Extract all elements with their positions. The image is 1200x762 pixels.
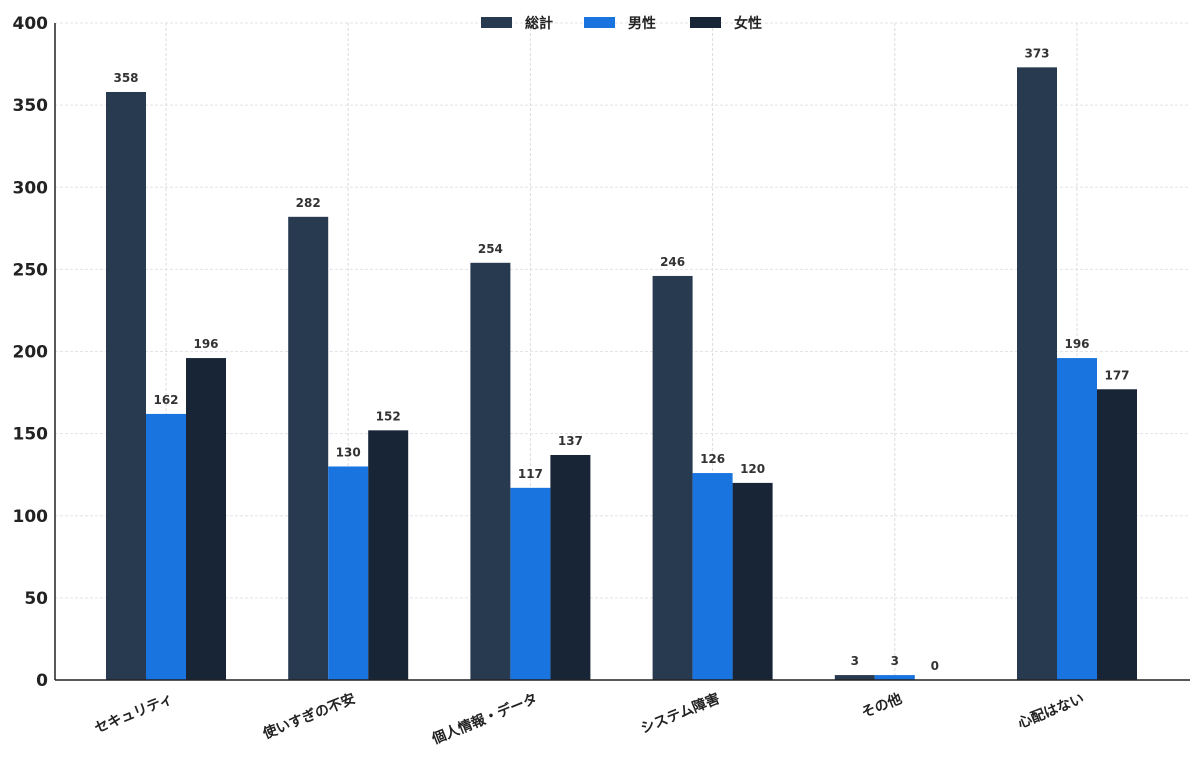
y-tick-label: 350 <box>13 96 49 116</box>
legend-swatch-1 <box>584 17 615 28</box>
legend-swatch-2 <box>690 17 721 28</box>
data-label: 152 <box>376 409 401 423</box>
data-label: 126 <box>700 452 725 466</box>
data-label: 177 <box>1104 368 1129 382</box>
data-label: 162 <box>153 393 178 407</box>
bar-2-5 <box>1097 389 1137 680</box>
x-tick-label: 心配はない <box>1016 691 1087 732</box>
bar-2-2 <box>550 454 591 680</box>
data-label: 3 <box>891 654 899 668</box>
y-tick-label: 250 <box>13 260 49 280</box>
data-label: 282 <box>296 196 321 210</box>
y-tick-label: 400 <box>13 14 49 34</box>
x-tick-label: 使いすぎの不安 <box>260 690 358 743</box>
data-label: 358 <box>113 71 138 85</box>
bar-2-3 <box>732 482 773 680</box>
bar-0-2 <box>470 262 511 680</box>
legend: 総計 男性 女性 <box>481 15 762 32</box>
bars <box>106 67 1137 681</box>
bar-0-5 <box>1017 67 1057 680</box>
data-label: 196 <box>193 337 218 351</box>
legend-swatch-0 <box>481 17 512 28</box>
x-tick-label: セキュリティ <box>92 691 175 737</box>
bar-1-0 <box>146 413 186 680</box>
data-label: 196 <box>1064 337 1089 351</box>
legend-label: 女性 <box>734 15 762 32</box>
bar-1-4 <box>874 675 915 680</box>
data-label: 373 <box>1024 46 1049 60</box>
data-label: 117 <box>518 467 543 481</box>
y-tick-label: 200 <box>13 343 49 363</box>
data-label: 130 <box>336 445 361 459</box>
y-tick-label: 0 <box>36 671 48 691</box>
x-tick-label: 個人情報・データ <box>429 690 540 748</box>
data-label: 137 <box>558 434 583 448</box>
data-label: 120 <box>740 462 765 476</box>
data-labels: 358 162 196 282 130 152 254 117 137 246 126 120 3 3 0 3… <box>113 46 1129 673</box>
bar-1-3 <box>692 473 733 680</box>
bar-0-4 <box>834 675 875 680</box>
data-label: 254 <box>478 242 503 256</box>
bar-0-1 <box>288 216 329 680</box>
y-tick-label: 150 <box>13 425 49 445</box>
y-tick-label: 100 <box>13 507 49 527</box>
bar-1-1 <box>328 466 369 680</box>
data-label: 3 <box>851 654 859 668</box>
legend-label: 男性 <box>628 15 656 32</box>
bar-1-5 <box>1057 358 1097 680</box>
data-label: 246 <box>660 255 685 269</box>
y-tick-label: 50 <box>24 589 48 609</box>
bar-2-0 <box>186 358 226 680</box>
y-tick-label: 300 <box>13 178 49 198</box>
x-tick-label: その他 <box>859 690 904 721</box>
bar-0-3 <box>652 275 693 680</box>
x-tick-label: システム障害 <box>638 690 722 737</box>
bar-0-0 <box>106 91 146 681</box>
bar-2-1 <box>368 430 409 680</box>
legend-label: 総計 <box>525 15 553 32</box>
data-label: 0 <box>931 659 939 673</box>
bar-1-2 <box>510 487 551 680</box>
